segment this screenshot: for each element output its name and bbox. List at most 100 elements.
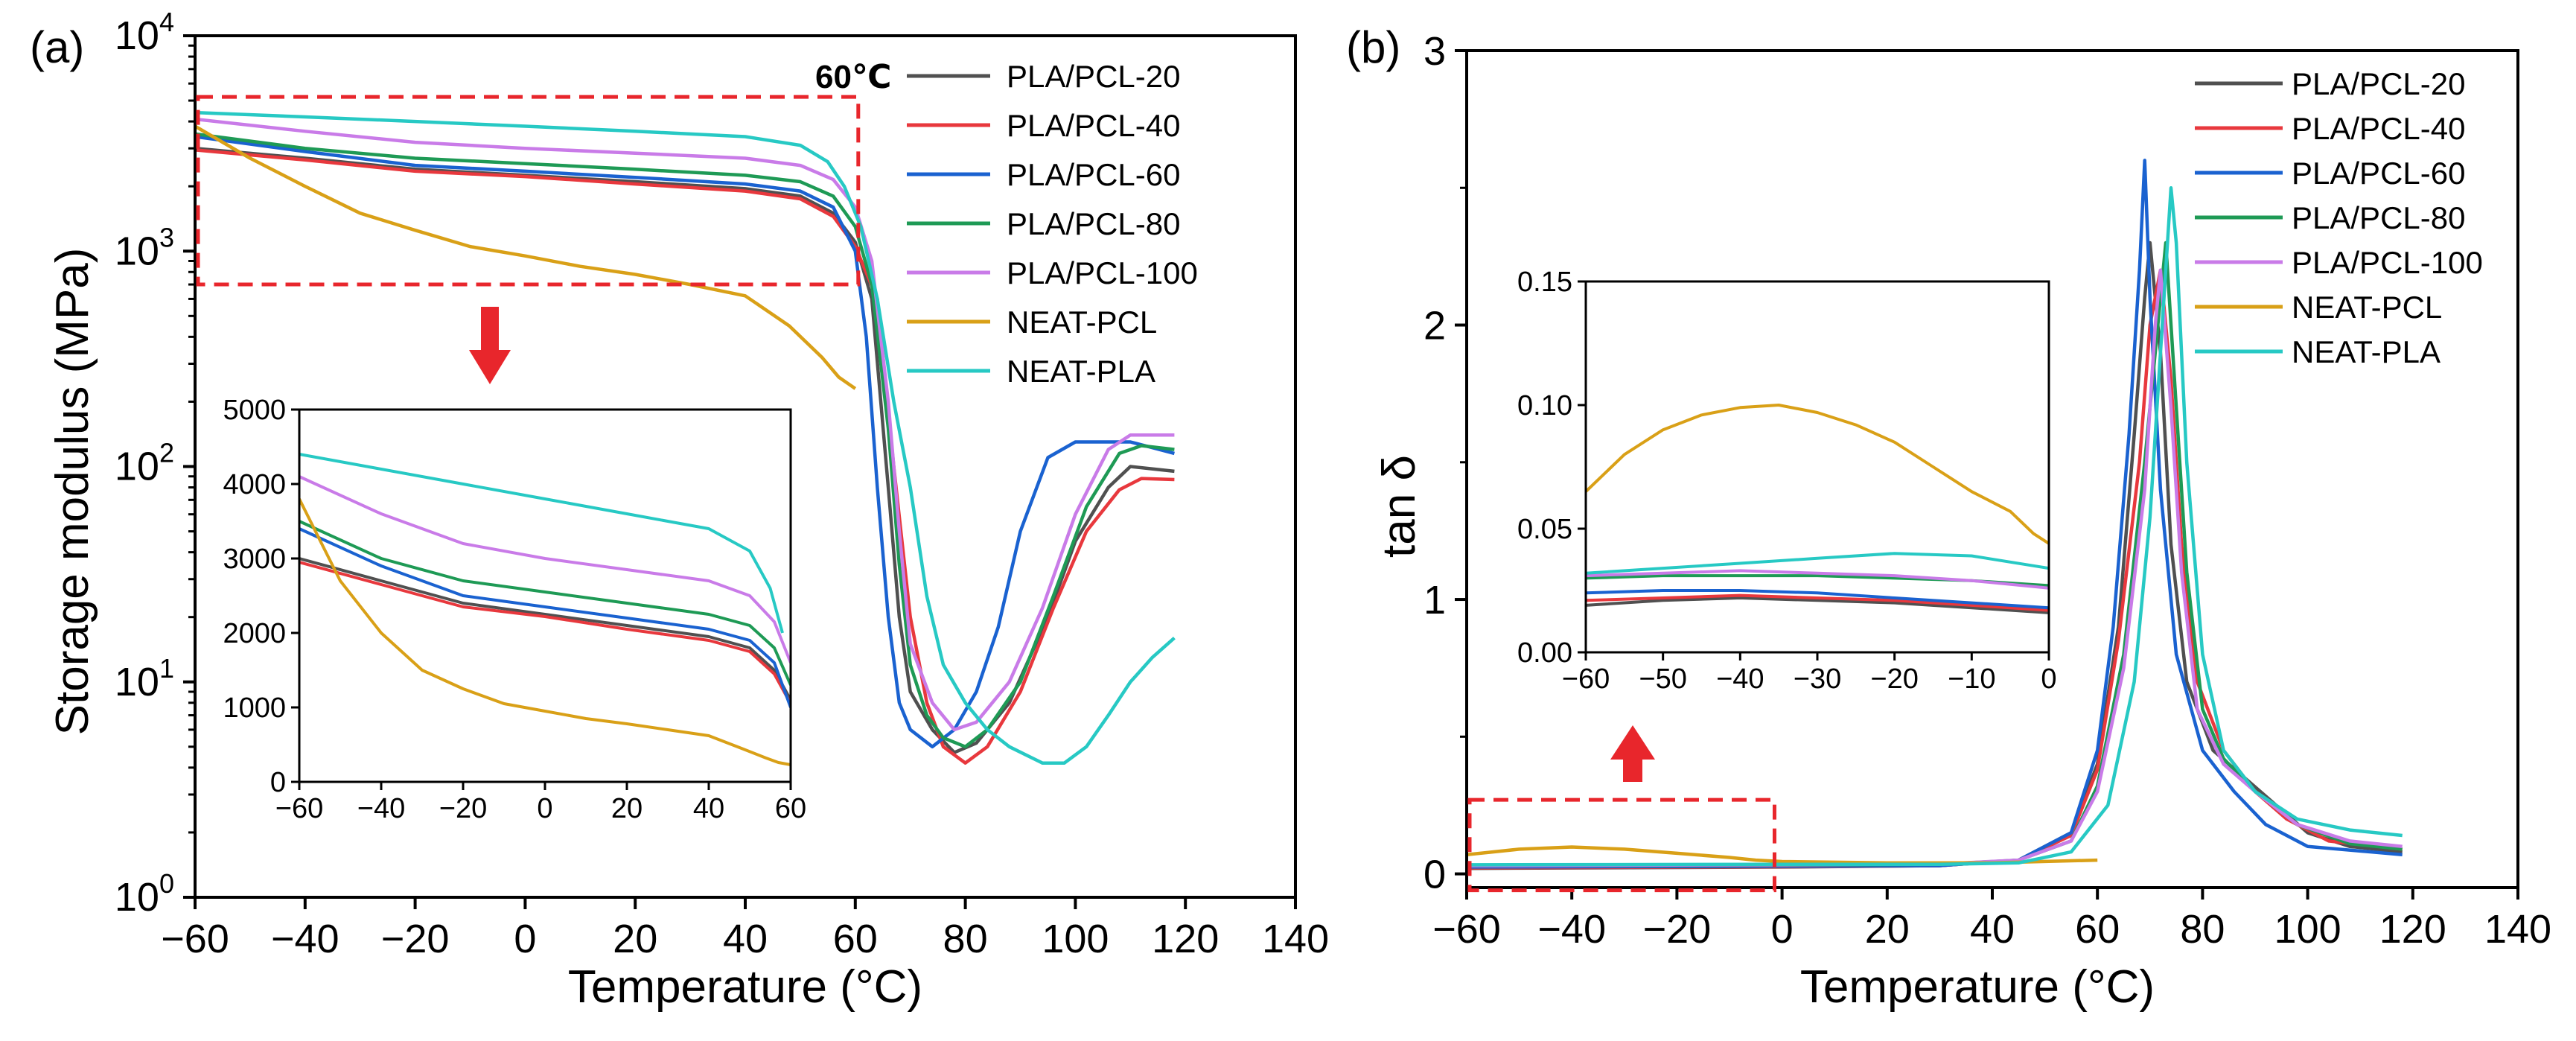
panel-a-inset-series-pla-pcl-40	[299, 561, 791, 704]
panel-a-xtick-label: 40	[723, 917, 768, 961]
panel-a-inset-xtick-label: 60	[775, 793, 806, 824]
panel-a-series-pla-pcl-100	[195, 117, 1175, 732]
panel-a-highlight-box	[196, 95, 861, 287]
panel-b-label: (b)	[1346, 22, 1400, 72]
panel-a-inset-series-pla-pcl-100	[299, 475, 791, 663]
panel-a-ytick-label: 103	[115, 222, 174, 273]
panel-a-xtick-label: 20	[613, 917, 657, 961]
panel-b-inset-ytick-label: 0.10	[1517, 390, 1572, 421]
panel-a-series-neat-pcl	[195, 124, 857, 390]
panel-b-legend-label-pla-pcl-20: PLA/PCL-20	[2292, 66, 2465, 101]
panel-a-inset-xtick-label: 20	[611, 793, 643, 824]
panel-b-ytick-label: 2	[1424, 304, 1446, 348]
panel-b-legend-label-neat-pla: NEAT-PLA	[2292, 334, 2440, 369]
panel-b-xtick-label: 40	[1970, 907, 2015, 952]
panel-a-inset-ytick-label: 2000	[223, 618, 286, 649]
panel-a-arrow-head	[469, 350, 511, 384]
panel-b-inset-xtick-label: −20	[1870, 663, 1918, 695]
panel-a-legend-label-pla-pcl-100: PLA/PCL-100	[1007, 255, 1198, 290]
panel-b-inset-xtick-label: −60	[1562, 663, 1610, 695]
panel-b-xtick-label: −40	[1537, 907, 1606, 952]
panel-a-inset-series-neat-pla	[299, 453, 784, 634]
panel-a-legend-label-pla-pcl-40: PLA/PCL-40	[1007, 108, 1180, 143]
panel-b-ytick-label: 3	[1424, 29, 1446, 74]
panel-a-arrow-shaft	[481, 307, 499, 350]
panel-a-ytick-label: 101	[115, 653, 174, 704]
panel-a-series-neat-pla	[195, 110, 1176, 765]
panel-a-inset-xtick-label: −40	[357, 793, 405, 824]
panel-b-inset-series-pla-pcl-100	[1586, 569, 2049, 590]
panel-b-xtick-label: −20	[1643, 907, 1712, 952]
panel-b-series-neat-pla	[1467, 186, 2403, 867]
panel-a-xtick-label: 60	[833, 917, 878, 961]
panel-b-xlabel: Temperature (°C)	[1800, 961, 2155, 1013]
panel-a-xtick-label: −40	[271, 917, 339, 961]
panel-b-ytick-label: 0	[1424, 853, 1446, 897]
panel-a-inset-ytick-label: 5000	[223, 395, 286, 426]
panel-b-xtick-label: 120	[2379, 907, 2446, 952]
panel-a-legend-label-pla-pcl-60: PLA/PCL-60	[1007, 157, 1180, 192]
panel-a-inset-xtick-label: −20	[439, 793, 487, 824]
panel-a-ytick-label: 100	[115, 868, 174, 920]
panel-a-inset-series-pla-pcl-60	[299, 527, 791, 708]
panel-a-series-pla-pcl-80	[195, 132, 1175, 749]
panel-b: (b) tan δ Temperature (°C) −60 −40 −20 0 20 4…	[1346, 22, 2551, 1013]
panel-b-ytick-label: 1	[1424, 578, 1446, 623]
panel-b-legend-label-pla-pcl-40: PLA/PCL-40	[2292, 111, 2465, 146]
panel-b-arrow-shaft	[1623, 758, 1642, 782]
panel-b-ylabel: tan δ	[1374, 455, 1425, 558]
panel-b-inset-xtick-label: −10	[1948, 663, 1995, 695]
panel-b-inset-xtick-label: −40	[1716, 663, 1764, 695]
panel-b-inset-series-pla-pcl-60	[1586, 589, 2049, 610]
panel-b-highlight-box	[1467, 798, 1776, 893]
panel-b-xtick-label: −60	[1432, 907, 1501, 952]
panel-b-inset-series-neat-pla	[1586, 552, 2049, 575]
panel-a-legend-label-neat-pla: NEAT-PLA	[1007, 354, 1155, 389]
panel-a-inset-ytick-label: 0	[270, 767, 286, 798]
panel-b-inset-xtick-label: −50	[1639, 663, 1686, 695]
panel-a-inset-background	[299, 410, 791, 782]
panel-a-xtick-label: −60	[161, 917, 229, 961]
panel-b-inset-xtick-label: 0	[2041, 663, 2056, 695]
panel-b-legend-label-pla-pcl-80: PLA/PCL-80	[2292, 200, 2465, 235]
panel-a-xtick-label: −20	[381, 917, 450, 961]
panel-b-legend-label-pla-pcl-60: PLA/PCL-60	[2292, 156, 2465, 191]
panel-a-inset-series-group	[299, 453, 791, 766]
panel-b-inset-ytick-label: 0.15	[1517, 267, 1572, 298]
panel-b-inset-xtick-label: −30	[1794, 663, 1841, 695]
panel-a-ytick-label: 104	[115, 7, 174, 58]
panel-a-xtick-label: 140	[1262, 917, 1329, 961]
panel-a-legend-label-pla-pcl-80: PLA/PCL-80	[1007, 206, 1180, 241]
panel-a: (a) Storage modulus (MPa) Temperature (°…	[30, 7, 1329, 1013]
panel-a-inset-series-neat-pcl	[299, 498, 791, 766]
panel-b-xtick-label: 100	[2274, 907, 2341, 952]
panel-b-inset-ytick-label: 0.05	[1517, 514, 1572, 545]
panel-b-xtick-label: 140	[2484, 907, 2551, 952]
panel-a-series-pla-pcl-20	[195, 146, 1175, 754]
panel-a-xlabel: Temperature (°C)	[568, 961, 922, 1013]
panel-b-xtick-label: 20	[1865, 907, 1910, 952]
panel-a-series-pla-pcl-60	[195, 135, 1175, 749]
panel-a-series-pla-pcl-40	[195, 148, 1175, 765]
panel-b-inset-series-pla-pcl-40	[1586, 593, 2049, 612]
panel-b-legend-label-neat-pcl: NEAT-PCL	[2292, 290, 2442, 325]
panel-b-arrow-head	[1610, 725, 1655, 760]
panel-b-inset-series-pla-pcl-20	[1586, 596, 2049, 614]
panel-a-series-group	[195, 110, 1176, 765]
panel-a-inset-xtick-label: 40	[693, 793, 724, 824]
panel-b-inset-series-neat-pcl	[1586, 404, 2049, 545]
panel-b-legend-label-pla-pcl-100: PLA/PCL-100	[2292, 245, 2483, 280]
panel-a-xtick-label: 100	[1042, 917, 1109, 961]
panel-a-ytick-label: 102	[115, 438, 174, 489]
panel-a-inset-ytick-label: 4000	[223, 469, 286, 500]
panel-b-xtick-label: 0	[1771, 907, 1794, 952]
panel-a-xtick-label: 120	[1152, 917, 1219, 961]
panel-a-xtick-label: 80	[943, 917, 988, 961]
panel-a-inset-ytick-label: 3000	[223, 544, 286, 575]
panel-a-inset-xtick-label: 0	[537, 793, 552, 824]
panel-a-legend-label-pla-pcl-20: PLA/PCL-20	[1007, 59, 1180, 94]
panel-b-inset-series-group	[1586, 404, 2049, 614]
panel-a-60c-annotation: 60℃	[815, 59, 891, 95]
panel-b-xtick-label: 60	[2075, 907, 2120, 952]
